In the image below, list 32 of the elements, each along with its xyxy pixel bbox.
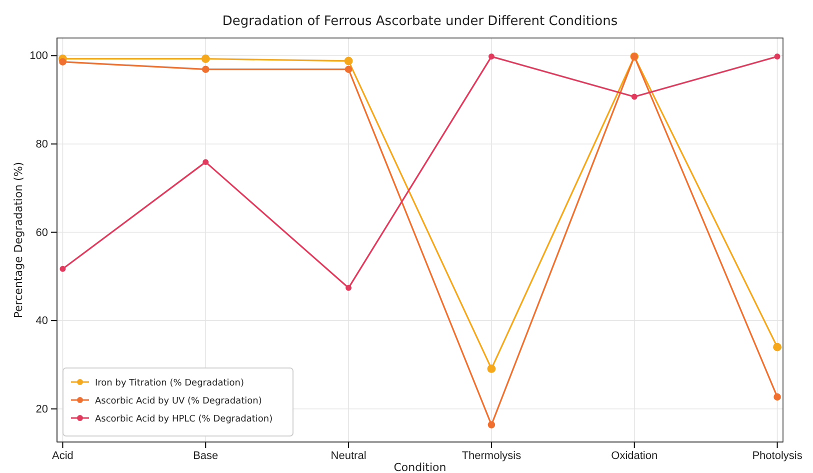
point — [346, 284, 352, 291]
point — [202, 66, 210, 73]
point — [773, 342, 782, 352]
x-axis-title: Condition — [394, 461, 446, 473]
x-tick-label: Photolysis — [752, 450, 803, 462]
legend-label: Iron by Titration (% Degradation) — [95, 378, 244, 388]
point — [59, 58, 66, 66]
point — [488, 421, 496, 428]
point — [201, 54, 210, 63]
x-tick-label: Oxidation — [611, 450, 658, 462]
point — [774, 393, 781, 401]
legend-label: Ascorbic Acid by UV (% Degradation) — [95, 396, 262, 406]
y-tick-label: 80 — [36, 138, 48, 150]
y-axis-title: Percentage Degradation (%) — [12, 162, 25, 318]
y-tick-label: 20 — [36, 403, 48, 416]
x-tick-label: Base — [193, 450, 218, 462]
point — [344, 56, 353, 66]
point — [487, 364, 496, 373]
y-tick-label: 60 — [36, 226, 48, 239]
point — [631, 94, 638, 100]
point — [774, 54, 780, 60]
y-tick-label: 100 — [30, 50, 48, 62]
chart-title: Degradation of Ferrous Ascorbate under Different Conditions — [222, 14, 618, 29]
x-tick-label: Thermolysis — [462, 450, 522, 462]
x-tick-label: Acid — [52, 450, 74, 462]
point — [202, 159, 209, 166]
point — [60, 266, 66, 272]
point — [344, 66, 352, 73]
x-tick-label: Neutral — [330, 450, 366, 462]
point — [488, 54, 494, 60]
y-tick-label: 40 — [36, 315, 48, 328]
legend-label: Ascorbic Acid by HPLC (% Degradation) — [95, 414, 273, 424]
